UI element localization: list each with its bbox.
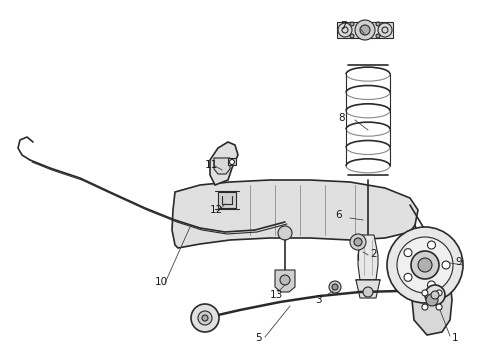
Circle shape [198, 311, 212, 325]
Circle shape [350, 34, 354, 38]
Circle shape [280, 275, 290, 285]
Text: 3: 3 [315, 295, 321, 305]
Circle shape [363, 287, 373, 297]
Text: 6: 6 [335, 210, 342, 220]
Text: 13: 13 [270, 290, 283, 300]
Polygon shape [412, 265, 452, 335]
Text: 5: 5 [255, 333, 262, 343]
Circle shape [418, 258, 432, 272]
Circle shape [376, 34, 380, 38]
Text: 10: 10 [155, 277, 168, 287]
Circle shape [404, 249, 412, 257]
Circle shape [442, 261, 450, 269]
Polygon shape [356, 280, 380, 298]
Circle shape [425, 285, 445, 305]
Text: 12: 12 [210, 205, 223, 215]
Circle shape [191, 304, 219, 332]
Circle shape [350, 234, 366, 250]
Circle shape [355, 20, 375, 40]
Text: 11: 11 [205, 160, 218, 170]
Circle shape [378, 23, 392, 37]
Polygon shape [275, 270, 295, 292]
Circle shape [436, 290, 442, 296]
Circle shape [436, 304, 442, 310]
Polygon shape [214, 158, 230, 174]
Circle shape [387, 227, 463, 303]
Text: 1: 1 [452, 333, 459, 343]
Text: 2: 2 [370, 249, 377, 259]
Polygon shape [218, 192, 236, 208]
Circle shape [202, 315, 208, 321]
Circle shape [360, 25, 370, 35]
Circle shape [431, 291, 439, 299]
Polygon shape [337, 22, 393, 38]
Polygon shape [172, 180, 418, 248]
Circle shape [411, 251, 439, 279]
Polygon shape [228, 158, 236, 165]
Circle shape [329, 281, 341, 293]
Circle shape [422, 290, 428, 296]
Circle shape [278, 226, 292, 240]
Text: 9: 9 [455, 257, 462, 267]
Circle shape [422, 304, 428, 310]
Polygon shape [210, 142, 238, 185]
Circle shape [427, 241, 436, 249]
Polygon shape [358, 235, 378, 280]
Circle shape [426, 294, 438, 306]
Circle shape [332, 284, 338, 290]
Circle shape [354, 238, 362, 246]
Text: 8: 8 [338, 113, 344, 123]
Circle shape [376, 22, 380, 26]
Text: 7: 7 [340, 21, 346, 31]
Circle shape [350, 22, 354, 26]
Circle shape [338, 23, 352, 37]
Circle shape [397, 237, 453, 293]
Circle shape [427, 281, 436, 289]
Circle shape [404, 273, 412, 282]
Circle shape [229, 159, 235, 165]
